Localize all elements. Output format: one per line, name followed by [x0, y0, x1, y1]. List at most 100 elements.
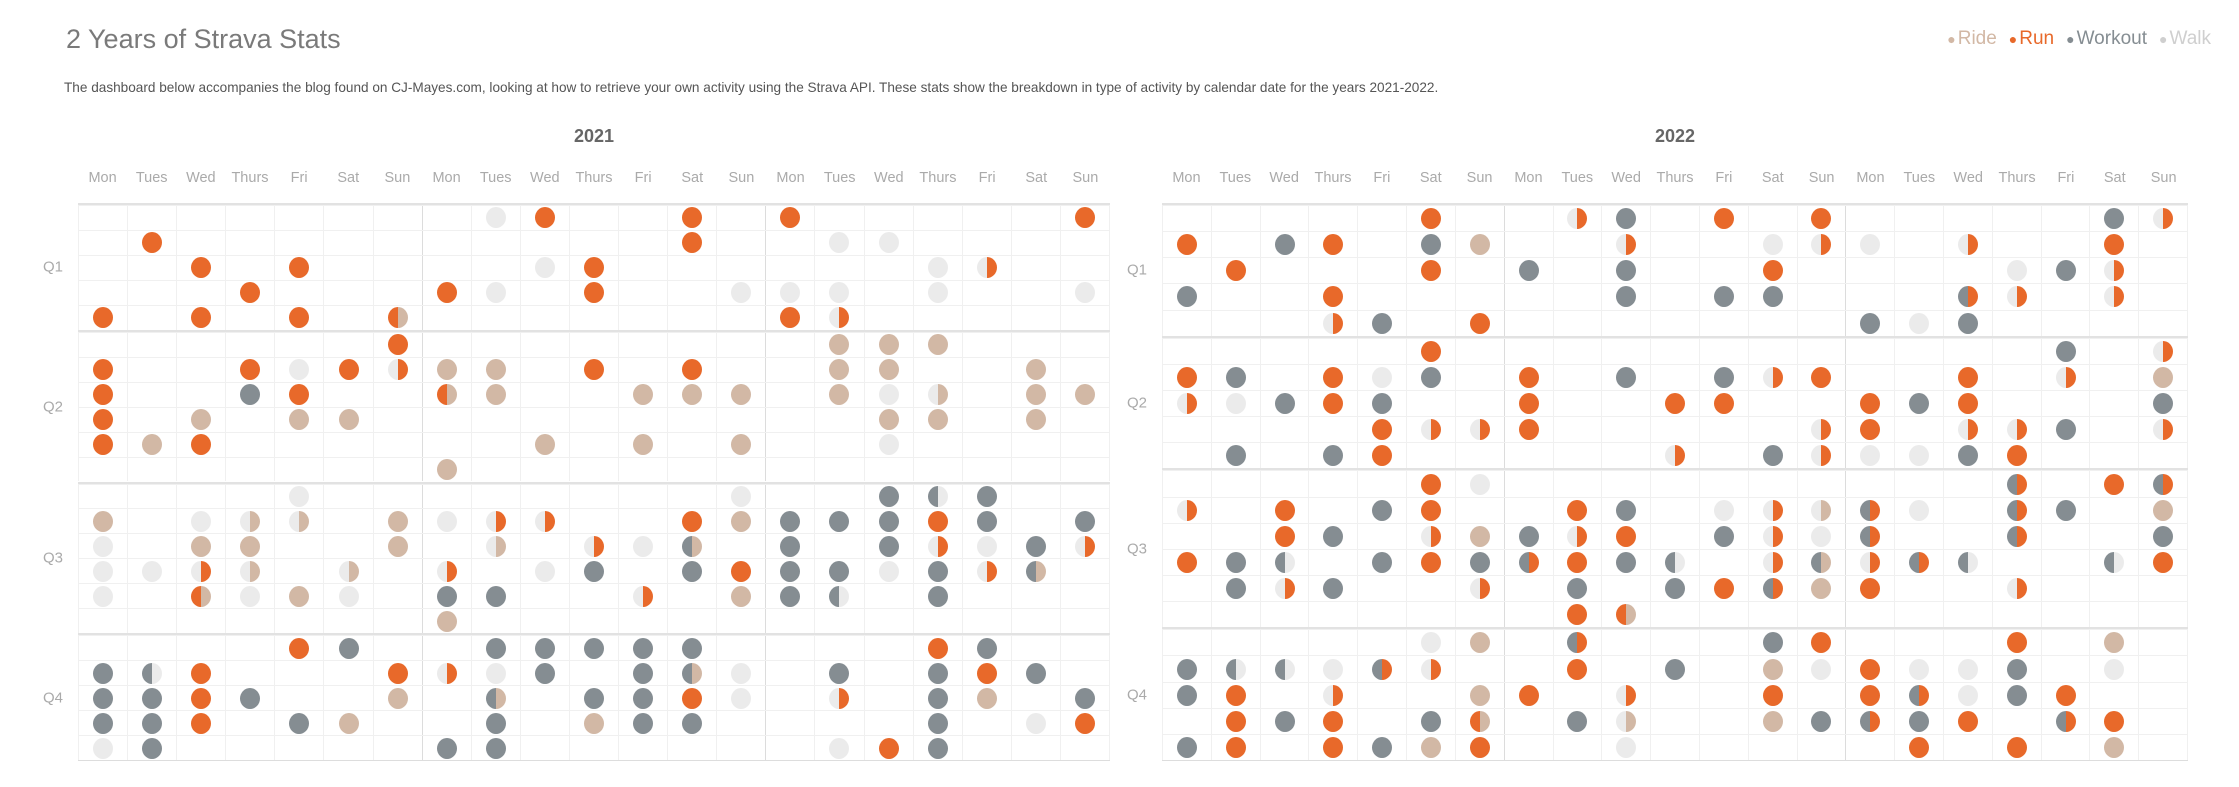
activity-dot-run[interactable] [2006, 632, 2027, 654]
activity-dot-workout[interactable] [829, 662, 850, 684]
activity-dot-workout[interactable] [927, 737, 948, 759]
activity-dot-walk[interactable] [191, 510, 212, 532]
activity-dot-run[interactable] [387, 334, 408, 356]
legend-item-ride[interactable]: ● Ride [1947, 28, 1997, 50]
activity-dot-walk-ride[interactable] [1616, 710, 1637, 732]
activity-dot-workout[interactable] [829, 560, 850, 582]
activity-dot-workout[interactable] [1025, 535, 1046, 557]
activity-dot-walk[interactable] [633, 535, 654, 557]
activity-dot-walk[interactable] [93, 535, 114, 557]
activity-dot-ride[interactable] [191, 409, 212, 431]
activity-dot-workout[interactable] [1860, 312, 1881, 334]
activity-dot-walk[interactable] [878, 560, 899, 582]
activity-dot-walk[interactable] [976, 535, 997, 557]
activity-dot-workout[interactable] [1469, 551, 1490, 573]
activity-dot-walk-run[interactable] [2055, 366, 2076, 388]
activity-dot-workout[interactable] [436, 585, 457, 607]
activity-dot-run[interactable] [1811, 632, 1832, 654]
activity-dot-walk-run[interactable] [1860, 551, 1881, 573]
activity-dot-ride[interactable] [191, 535, 212, 557]
activity-dot-walk-run[interactable] [829, 687, 850, 709]
activity-dot-walk-run[interactable] [485, 510, 506, 532]
activity-dot-walk[interactable] [829, 232, 850, 254]
activity-dot-walk[interactable] [1909, 499, 1930, 521]
activity-dot-workout[interactable] [93, 662, 114, 684]
activity-dot-run[interactable] [289, 307, 310, 329]
activity-dot-workout[interactable] [1616, 499, 1637, 521]
activity-dot-walk-run[interactable] [2104, 286, 2125, 308]
activity-dot-walk-run[interactable] [1323, 312, 1344, 334]
activity-dot-ride[interactable] [289, 409, 310, 431]
activity-dot-walk[interactable] [436, 510, 457, 532]
activity-dot-workout-walk[interactable] [1274, 551, 1295, 573]
activity-dot-walk-run[interactable] [1811, 234, 1832, 256]
activity-dot-run[interactable] [1909, 736, 1930, 758]
activity-dot-ride[interactable] [1074, 384, 1095, 406]
activity-dot-workout-walk[interactable] [2104, 551, 2125, 573]
activity-dot-workout[interactable] [240, 384, 261, 406]
activity-dot-workout[interactable] [1176, 736, 1197, 758]
activity-dot-walk-ride[interactable] [1811, 499, 1832, 521]
activity-dot-workout-walk[interactable] [1274, 658, 1295, 680]
activity-dot-workout-ride[interactable] [485, 687, 506, 709]
activity-dot-walk-run[interactable] [1420, 658, 1441, 680]
activity-dot-run[interactable] [1469, 736, 1490, 758]
activity-dot-workout[interactable] [1616, 208, 1637, 230]
activity-dot-workout[interactable] [1957, 312, 1978, 334]
activity-dot-run[interactable] [780, 307, 801, 329]
activity-dot-walk-run[interactable] [1616, 234, 1637, 256]
activity-dot-workout[interactable] [1176, 286, 1197, 308]
activity-dot-run[interactable] [191, 434, 212, 456]
activity-dot-workout[interactable] [1225, 551, 1246, 573]
activity-dot-walk-run[interactable] [1762, 525, 1783, 547]
activity-dot-ride[interactable] [1469, 525, 1490, 547]
activity-dot-ride[interactable] [1025, 359, 1046, 381]
activity-dot-run[interactable] [583, 359, 604, 381]
activity-dot-run[interactable] [1518, 393, 1539, 415]
activity-dot-walk[interactable] [289, 359, 310, 381]
activity-dot-workout-run[interactable] [2055, 710, 2076, 732]
activity-dot-workout[interactable] [1518, 525, 1539, 547]
activity-dot-workout[interactable] [1420, 710, 1441, 732]
activity-dot-workout[interactable] [1372, 736, 1393, 758]
activity-dot-workout[interactable] [436, 737, 457, 759]
activity-dot-workout[interactable] [142, 712, 163, 734]
activity-dot-walk[interactable] [1909, 312, 1930, 334]
activity-dot-walk[interactable] [485, 207, 506, 229]
activity-dot-run[interactable] [1225, 684, 1246, 706]
activity-dot-workout[interactable] [1811, 710, 1832, 732]
activity-dot-run[interactable] [1811, 366, 1832, 388]
activity-dot-run[interactable] [2006, 445, 2027, 467]
activity-dot-ride[interactable] [436, 359, 457, 381]
activity-dot-workout-run[interactable] [1762, 578, 1783, 600]
activity-dot-workout[interactable] [780, 510, 801, 532]
activity-dot-walk-run[interactable] [976, 560, 997, 582]
activity-dot-workout[interactable] [2153, 525, 2174, 547]
activity-dot-workout-run[interactable] [1860, 710, 1881, 732]
activity-dot-workout[interactable] [976, 510, 997, 532]
activity-dot-workout[interactable] [976, 485, 997, 507]
activity-dot-workout[interactable] [1025, 662, 1046, 684]
activity-dot-walk-run[interactable] [1567, 208, 1588, 230]
activity-dot-workout[interactable] [142, 687, 163, 709]
activity-dot-run[interactable] [142, 232, 163, 254]
activity-dot-run[interactable] [1420, 499, 1441, 521]
activity-dot-run[interactable] [1323, 393, 1344, 415]
activity-dot-walk[interactable] [534, 257, 555, 279]
activity-dot-run[interactable] [976, 662, 997, 684]
activity-dot-workout-walk[interactable] [1957, 551, 1978, 573]
activity-dot-run[interactable] [1323, 366, 1344, 388]
activity-dot-walk[interactable] [1957, 684, 1978, 706]
activity-dot-ride[interactable] [731, 434, 752, 456]
activity-dot-workout[interactable] [1909, 393, 1930, 415]
activity-dot-walk[interactable] [1811, 658, 1832, 680]
activity-dot-walk[interactable] [338, 585, 359, 607]
activity-dot-workout[interactable] [1274, 234, 1295, 256]
activity-dot-walk-run[interactable] [1567, 525, 1588, 547]
activity-dot-workout[interactable] [878, 485, 899, 507]
activity-dot-ride[interactable] [583, 712, 604, 734]
activity-dot-run[interactable] [682, 687, 703, 709]
activity-dot-walk[interactable] [829, 282, 850, 304]
activity-dot-workout-run[interactable] [1860, 499, 1881, 521]
activity-dot-workout-run[interactable] [1518, 551, 1539, 573]
